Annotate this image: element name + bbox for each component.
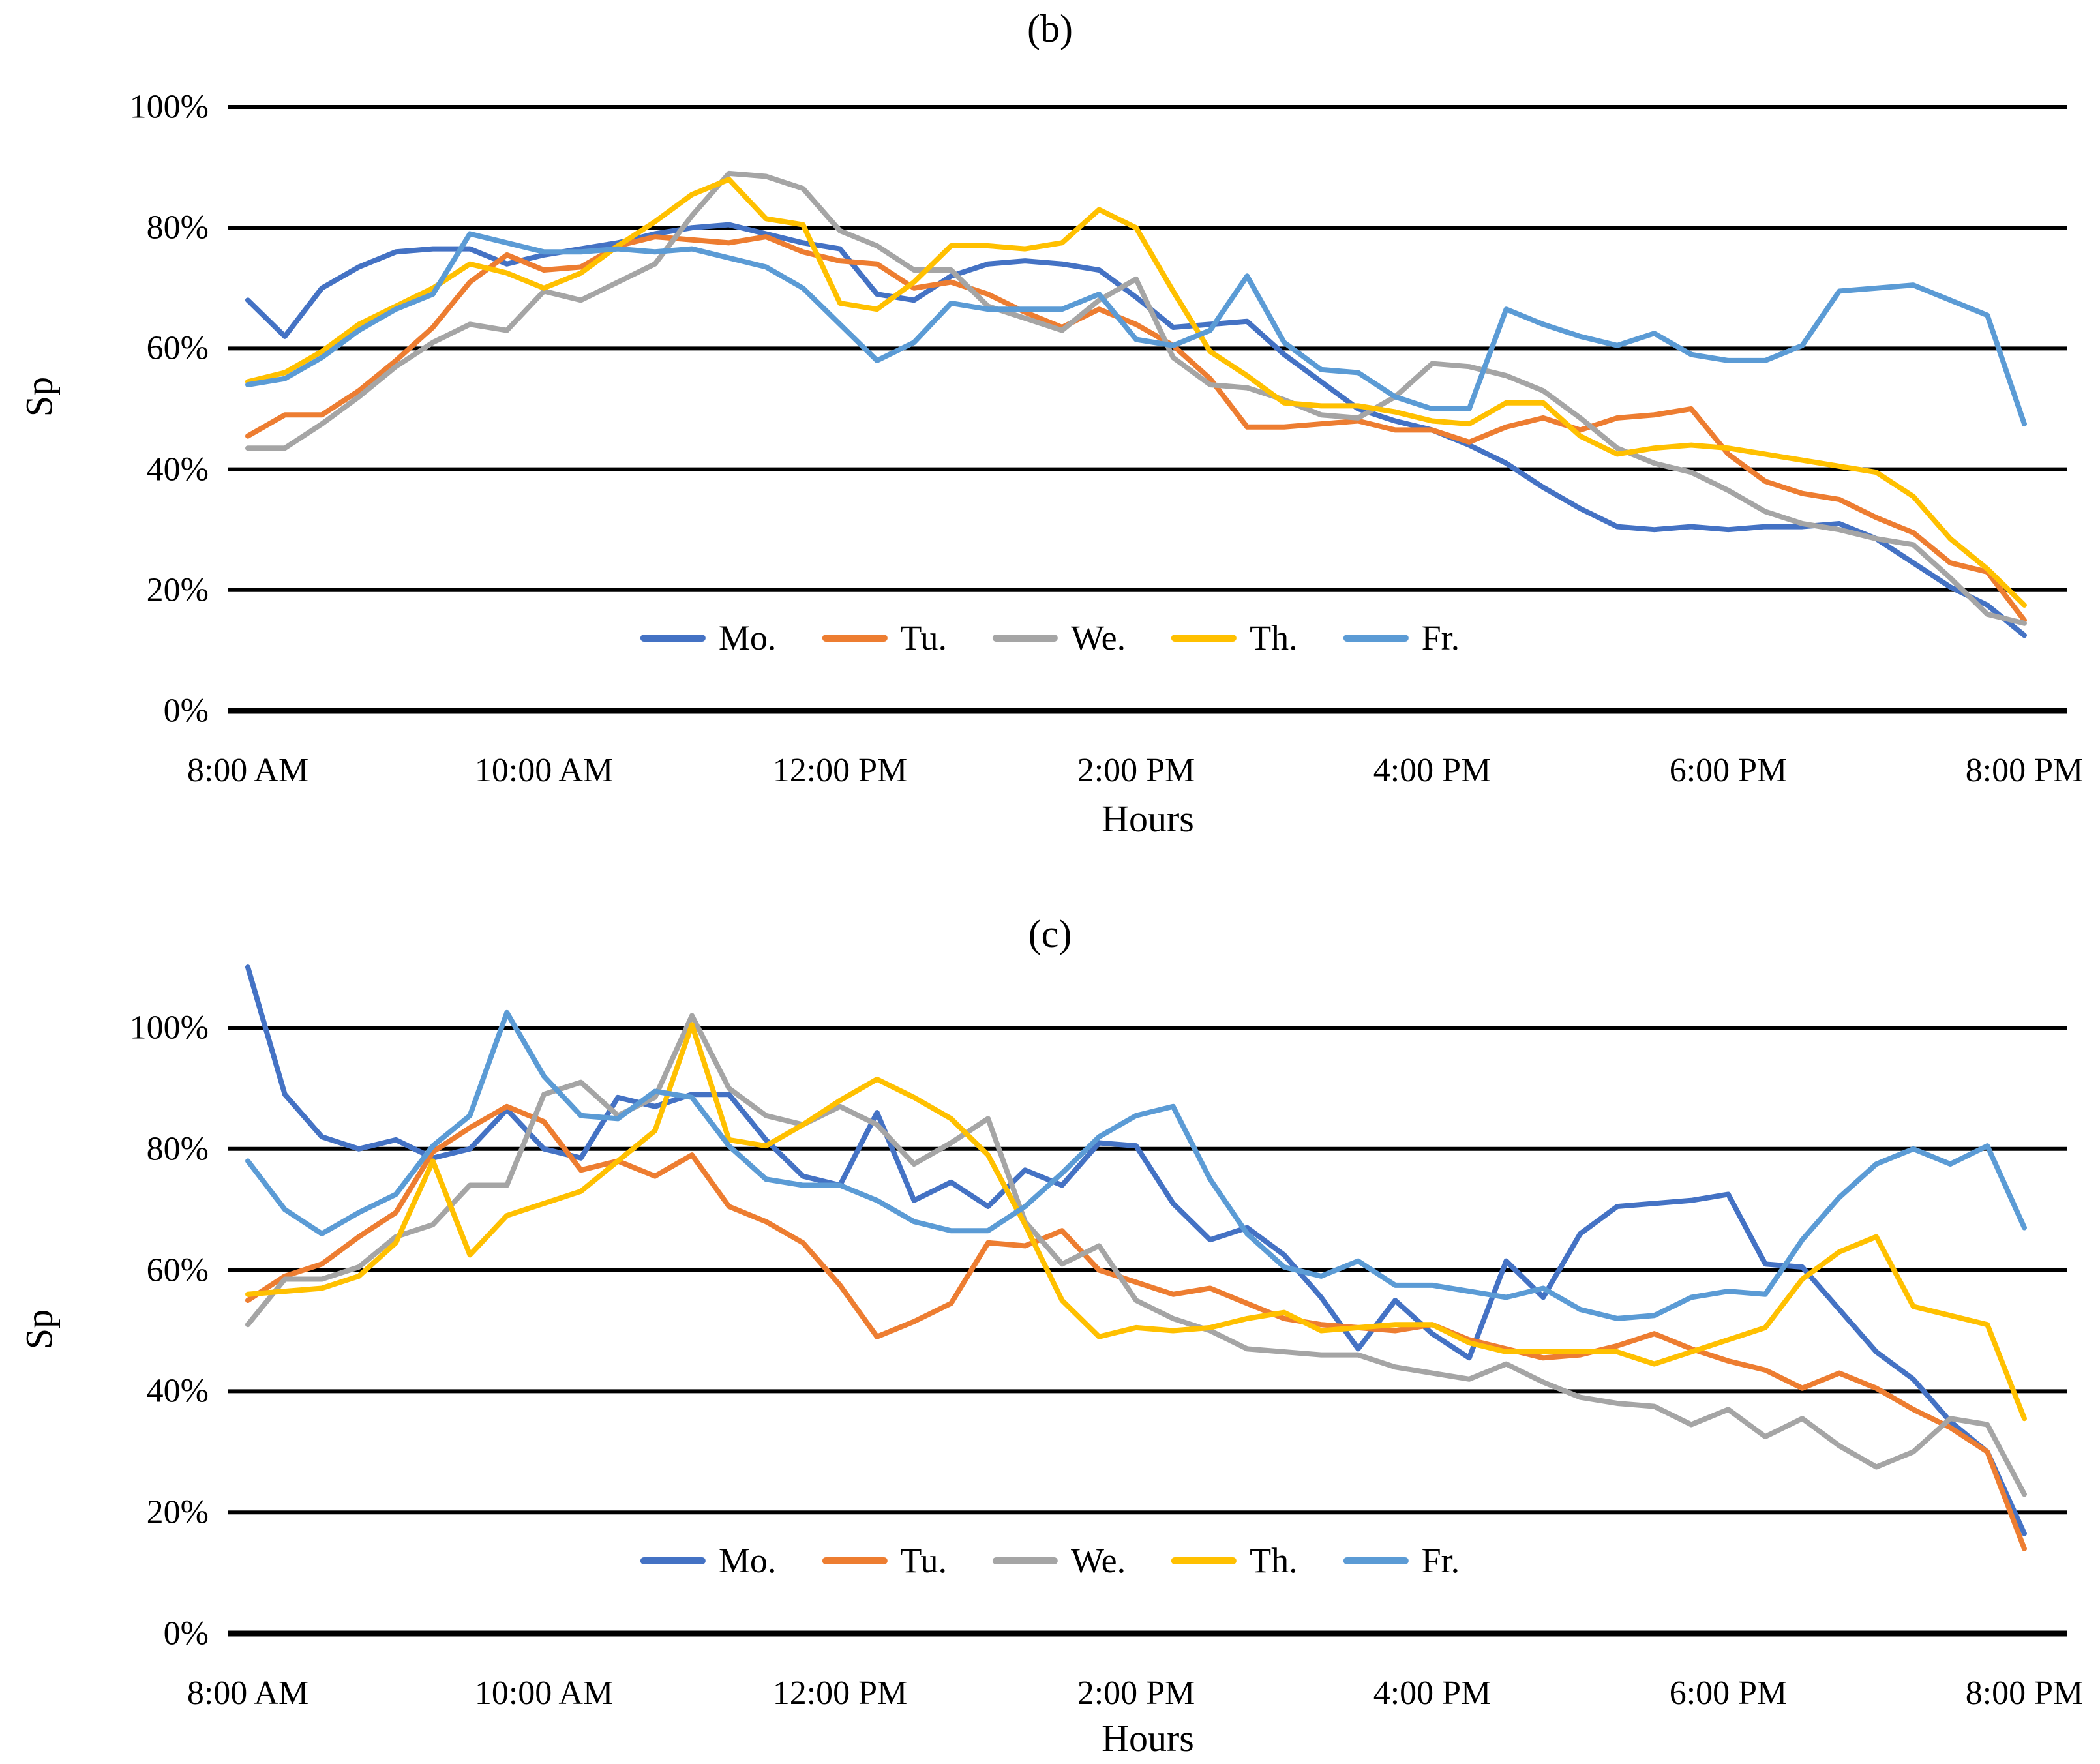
series-line-Mo xyxy=(245,964,2027,1536)
y-tick-label-100: 100% xyxy=(129,88,209,126)
legend-item-Mo: Mo. xyxy=(640,618,777,658)
y-tick-label-20: 20% xyxy=(146,571,209,609)
legend-label: Fr. xyxy=(1421,1541,1460,1580)
y-tick-label-100: 100% xyxy=(129,1009,209,1047)
x-tick-label-5: 6:00 PM xyxy=(1669,752,1788,789)
legend-swatch-icon xyxy=(992,1557,1058,1564)
series-line-Fr xyxy=(245,1009,2027,1321)
legend-swatch-icon xyxy=(1343,634,1409,642)
y-tick-label-40: 40% xyxy=(146,1372,209,1410)
x-tick-label-0: 8:00 AM xyxy=(187,752,309,789)
y-tick-label-80: 80% xyxy=(146,1130,209,1168)
y-tick-label-0: 0% xyxy=(163,1615,209,1652)
chart-c-y-axis-title: Sp xyxy=(18,1309,61,1350)
legend-item-Th: Th. xyxy=(1171,1540,1298,1581)
legend-swatch-icon xyxy=(822,634,888,642)
legend-item-Tu: Tu. xyxy=(822,1540,947,1581)
chart-b-title: (b) xyxy=(1027,7,1073,50)
legend-swatch-icon xyxy=(1171,634,1237,642)
legend-item-Tu: Tu. xyxy=(822,618,947,658)
series-line-Th xyxy=(245,1022,2027,1422)
legend-swatch-icon xyxy=(822,1557,888,1564)
legend-label: Fr. xyxy=(1421,618,1460,657)
legend-label: Mo. xyxy=(718,618,777,657)
chart-c-x-axis-title: Hours xyxy=(1102,1717,1194,1759)
legend-item-Fr: Fr. xyxy=(1343,618,1460,658)
legend-item-Th: Th. xyxy=(1171,618,1298,658)
legend-swatch-icon xyxy=(640,1557,706,1564)
legend-swatch-icon xyxy=(1343,1557,1409,1564)
x-tick-label-2: 12:00 PM xyxy=(772,1675,908,1712)
chart-c-title: (c) xyxy=(1028,912,1072,955)
legend-swatch-icon xyxy=(992,634,1058,642)
x-tick-label-0: 8:00 AM xyxy=(187,1675,309,1712)
series-line-We xyxy=(245,170,2027,626)
y-tick-label-0: 0% xyxy=(163,692,209,730)
legend-row: Mo. Tu. We. Th. Fr. xyxy=(626,618,1474,658)
x-tick-label-3: 2:00 PM xyxy=(1077,1675,1195,1712)
legend-item-Mo: Mo. xyxy=(640,1540,777,1581)
legend-item-Fr: Fr. xyxy=(1343,1540,1460,1581)
legend-item-We: We. xyxy=(992,1540,1126,1581)
legend-label: Tu. xyxy=(900,1541,947,1580)
x-tick-label-1: 10:00 AM xyxy=(474,1675,614,1712)
chart-b-y-axis-title: Sp xyxy=(18,376,61,417)
series-line-Mo xyxy=(245,222,2027,638)
x-tick-label-4: 4:00 PM xyxy=(1373,1675,1492,1712)
x-tick-label-4: 4:00 PM xyxy=(1373,752,1492,789)
x-tick-label-1: 10:00 AM xyxy=(474,752,614,789)
legend-item-We: We. xyxy=(992,618,1126,658)
series-line-Tu xyxy=(245,234,2027,623)
legend-label: We. xyxy=(1070,1541,1126,1580)
series-line-We xyxy=(245,1013,2027,1497)
x-tick-label-5: 6:00 PM xyxy=(1669,1675,1788,1712)
y-tick-label-20: 20% xyxy=(146,1493,209,1531)
series-line-Tu xyxy=(245,1103,2027,1551)
legend-label: Th. xyxy=(1250,1541,1298,1580)
series-line-Fr xyxy=(245,231,2027,427)
y-tick-label-60: 60% xyxy=(146,329,209,367)
chart-b-x-axis-title: Hours xyxy=(1102,798,1194,840)
x-tick-label-6: 8:00 PM xyxy=(1965,1675,2084,1712)
x-tick-label-2: 12:00 PM xyxy=(772,752,908,789)
y-tick-label-60: 60% xyxy=(146,1251,209,1289)
x-tick-label-6: 8:00 PM xyxy=(1965,752,2084,789)
legend-label: We. xyxy=(1070,618,1126,657)
y-tick-label-40: 40% xyxy=(146,451,209,488)
series-line-Th xyxy=(245,177,2027,608)
legend-label: Th. xyxy=(1250,618,1298,657)
y-tick-label-80: 80% xyxy=(146,209,209,247)
x-tick-label-3: 2:00 PM xyxy=(1077,752,1195,789)
legend-swatch-icon xyxy=(1171,1557,1237,1564)
legend-label: Tu. xyxy=(900,618,947,657)
legend-label: Mo. xyxy=(718,1541,777,1580)
legend-row: Mo. Tu. We. Th. Fr. xyxy=(626,1540,1474,1581)
legend-swatch-icon xyxy=(640,634,706,642)
